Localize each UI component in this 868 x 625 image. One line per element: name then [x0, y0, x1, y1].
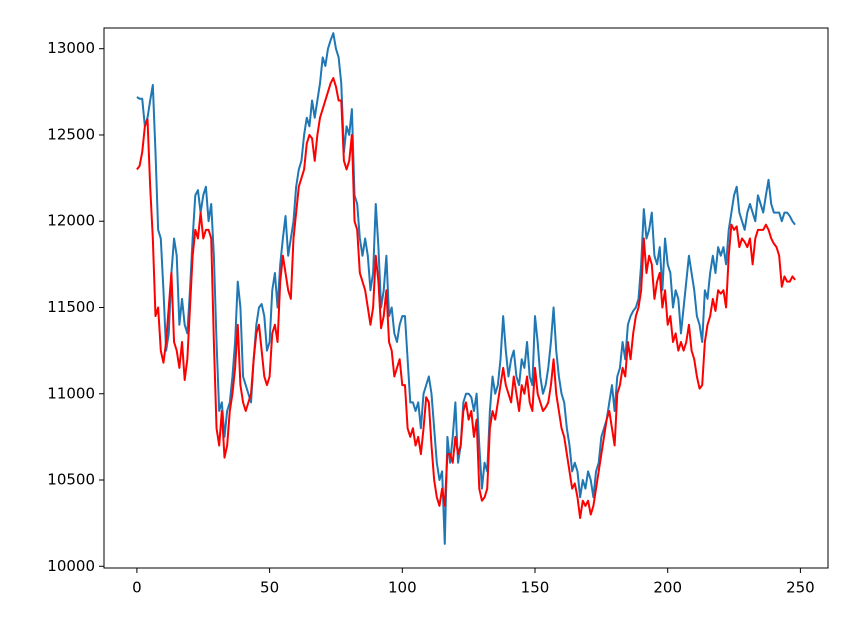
- y-tick-label: 12000: [47, 212, 95, 230]
- series-line: [136, 32, 796, 545]
- x-tick-label: 250: [786, 579, 815, 597]
- y-tick-label: 10000: [47, 557, 95, 575]
- x-tick-label: 50: [260, 579, 279, 597]
- y-tick-label: 11000: [47, 384, 95, 402]
- series-line: [136, 77, 796, 519]
- y-tick-label: 13000: [47, 39, 95, 57]
- y-tick-label: 11500: [47, 298, 95, 316]
- x-tick-label: 100: [388, 579, 417, 597]
- x-tick-label: 150: [521, 579, 550, 597]
- x-tick-label: 200: [653, 579, 682, 597]
- y-tick-label: 12500: [47, 125, 95, 143]
- plot-frame: [103, 27, 829, 569]
- x-tick-label: 0: [132, 579, 142, 597]
- y-tick-label: 10500: [47, 471, 95, 489]
